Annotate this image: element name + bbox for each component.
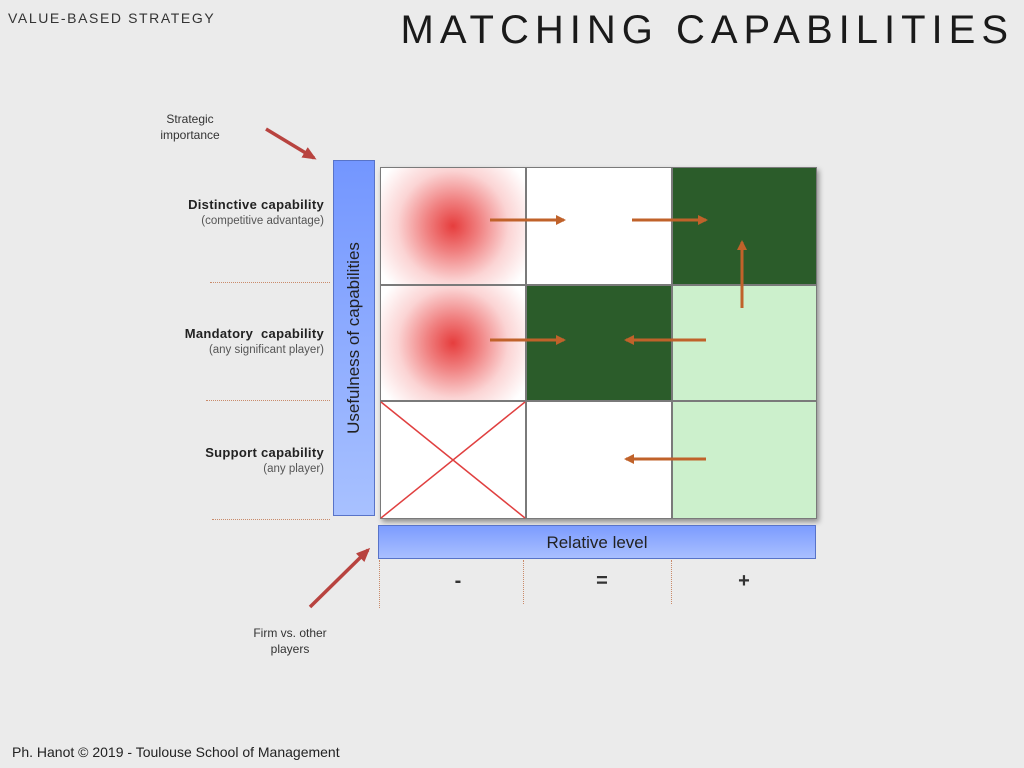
cell-distinctive-equal [526, 167, 672, 285]
row-subtitle: (any player) [263, 463, 324, 475]
slide-title: MATCHING CAPABILITIES [400, 8, 1014, 52]
strategic-note-line1: Strategic [166, 112, 214, 126]
row-subtitle: (any significant player) [208, 344, 324, 356]
x-axis-bar: Relative level [378, 525, 816, 559]
row-label-support: Support capability (any player) [84, 445, 324, 475]
cell-mandatory-low [380, 285, 526, 401]
footer-credit: Ph. Hanot © 2019 - Toulouse School of Ma… [12, 744, 340, 760]
row-divider [206, 400, 330, 401]
firm-vs-players-note: Firm vs. other players [240, 625, 340, 657]
row-divider [212, 519, 330, 520]
cell-distinctive-high [672, 167, 817, 285]
cell-mandatory-high [672, 285, 817, 401]
row-label-mandatory: Mandatory capability (any significant pl… [84, 326, 324, 356]
row-title: Mandatory capability [184, 326, 324, 341]
column-divider [523, 560, 524, 604]
cross-line [380, 401, 526, 519]
pointer-arrow [265, 127, 317, 160]
cell-distinctive-low [380, 167, 526, 285]
firm-note-line1: Firm vs. other [253, 626, 327, 640]
pointer-arrow [308, 547, 371, 609]
x-tick-plus: + [738, 570, 750, 592]
row-title: Distinctive capability [188, 197, 324, 212]
column-divider [671, 560, 672, 604]
column-divider [379, 560, 380, 608]
row-subtitle: (competitive advantage) [201, 215, 324, 227]
strategic-importance-note: Strategic importance [140, 111, 240, 143]
row-label-distinctive: Distinctive capability (competitive adva… [84, 197, 324, 227]
x-tick-equal: = [596, 570, 608, 592]
firm-note-line2: players [270, 642, 310, 656]
x-tick-minus: - [454, 570, 462, 592]
cell-mandatory-equal [526, 285, 672, 401]
row-title: Support capability [205, 445, 324, 460]
section-label: VALUE-BASED STRATEGY [8, 10, 216, 26]
y-axis-bar [333, 160, 375, 516]
row-divider [210, 282, 330, 283]
strategic-note-line2: importance [160, 128, 220, 142]
